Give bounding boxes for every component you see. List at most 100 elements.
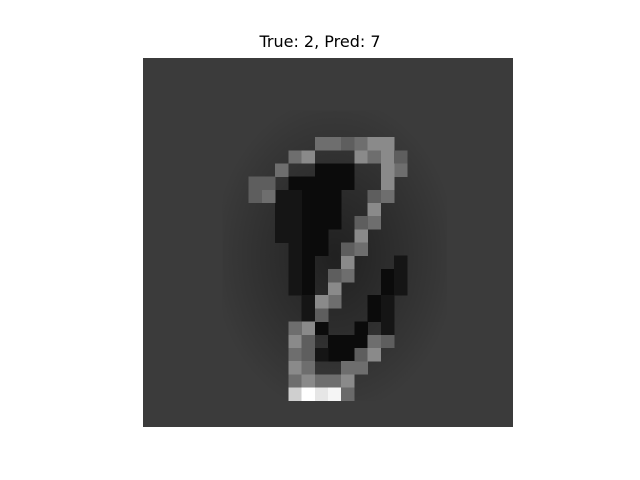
pixel [288,374,302,388]
pixel [288,387,302,401]
pixel [380,176,395,191]
pixel [354,321,368,336]
pixel [328,163,342,177]
pixel [341,347,355,362]
pixel [288,334,302,349]
pixel [328,347,342,362]
pixel-grid [143,58,513,427]
pixel [341,137,355,151]
pixel [328,176,342,191]
pixel [301,295,316,309]
pixel [261,176,276,191]
pixel [314,176,329,191]
pixel [341,255,355,270]
pixel [288,361,302,375]
pixel [380,295,395,309]
pixel [314,308,329,322]
pixel [301,282,316,296]
pixel [354,229,368,243]
pixel [301,334,316,349]
digit-stroke [248,137,408,401]
pixel [314,202,329,217]
pixel [328,137,342,151]
pixel [341,334,355,349]
pixel [367,202,382,217]
pixel [341,387,355,401]
figure-title: True: 2, Pred: 7 [259,32,381,51]
pixel [354,150,368,164]
pixel [301,255,316,270]
pixel [288,282,302,296]
pixel [314,216,329,230]
pixel [341,176,355,191]
pixel [288,321,302,336]
pixel [367,150,382,164]
pixel [328,295,342,309]
pixel [380,163,395,177]
pixel [328,374,342,388]
pixel [341,163,355,177]
pixel [394,268,408,283]
pixel [314,387,329,401]
pixel [301,176,316,191]
pixel [328,268,342,283]
pixel [314,321,329,336]
pixel [275,229,289,243]
pixel [354,137,368,151]
pixel [301,347,316,362]
pixel [314,295,329,309]
pixel [367,347,382,362]
pixel [288,268,302,283]
pixel [380,282,395,296]
pixel [288,229,302,243]
pixel [394,282,408,296]
pixel [328,189,342,204]
pixel [314,189,329,204]
pixel [328,282,342,296]
pixel [275,202,289,217]
pixel [275,216,289,230]
pixel [314,347,329,362]
pixel [380,137,395,151]
pixel [301,374,316,388]
pixel [314,137,329,151]
pixel [354,347,368,362]
pixel [288,176,302,191]
pixel [301,321,316,336]
pixel [301,242,316,256]
pixel [341,361,355,375]
pixel [328,334,342,349]
pixel [314,242,329,256]
pixel [248,176,263,191]
pixel [314,374,329,388]
pixel [288,216,302,230]
pixel [367,216,382,230]
pixel [367,334,382,349]
pixel [394,255,408,270]
pixel [288,242,302,256]
pixel [354,242,368,256]
pixel [394,150,408,164]
pixel [261,189,276,204]
pixel [380,321,395,336]
pixel [288,202,302,217]
pixel [328,202,342,217]
pixel [341,268,355,283]
pixel [380,268,395,283]
pixel [367,189,382,204]
pixel [248,189,263,204]
pixel [301,308,316,322]
pixel [354,216,368,230]
pixel [341,374,355,388]
pixel [380,308,395,322]
pixel [301,189,316,204]
pixel [341,242,355,256]
pixel [394,163,408,177]
pixel [367,295,382,309]
pixel [301,150,316,164]
pixel [288,150,302,164]
pixel [288,189,302,204]
pixel [354,361,368,375]
digit-image [143,58,513,427]
pixel [275,189,289,204]
